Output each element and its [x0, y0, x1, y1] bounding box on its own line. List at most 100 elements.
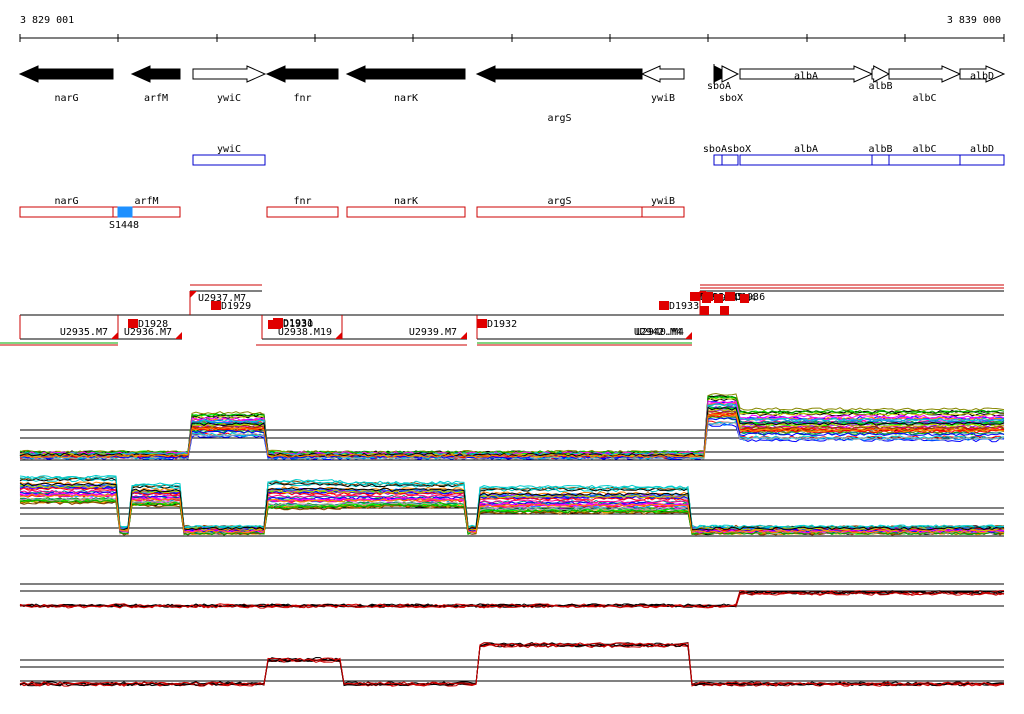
red-box-fnr: fnr — [266, 196, 339, 218]
segment-U2935.M7: U2935.M7 — [19, 315, 118, 340]
expression-panel-lower-strand-summary — [19, 641, 1005, 687]
d-marker-square — [211, 301, 221, 310]
gene-arrow-shape — [130, 65, 181, 83]
red-box-rect — [19, 206, 114, 218]
red-box-label: narG — [54, 196, 78, 207]
blue-box-label: albB — [868, 144, 892, 155]
expression-profile-line — [19, 644, 1005, 687]
gene-label-fnr: fnr — [293, 93, 311, 104]
red-annotation-track: narG arfM fnr narK argS ywiB S1448 — [19, 196, 685, 231]
d-marker-square-extra — [272, 320, 281, 329]
segment-marker — [335, 332, 342, 339]
segment-label-overlap: U2940.M4 — [636, 327, 684, 338]
gene-arrow-albA: albA — [739, 65, 874, 83]
d-marker-square — [128, 319, 138, 328]
blue-box-rect — [871, 154, 890, 166]
gene-arrow-shape — [192, 65, 267, 83]
d-marker-square-extra — [700, 306, 709, 315]
red-box-narG: narG — [19, 196, 114, 218]
segment-marker — [460, 332, 467, 339]
red-box-ywiB: ywiB — [641, 196, 685, 218]
segment-label: U2938.M19 — [278, 327, 332, 338]
expression-panel-upper-strand-multi — [19, 392, 1005, 461]
blue-box-label: albD — [970, 144, 994, 155]
d-marker-square — [690, 292, 700, 301]
segment-track: U2935.M7 U2936.M7 U2937.M7 U2938.M19 U2939.M… — [0, 284, 1004, 346]
gene-arrow-shape — [721, 65, 740, 83]
gene-label-narG: narG — [54, 93, 78, 104]
gene-arrows-track: narG arfM ywiC fnr narK argS ywiB sboAsboX albA a… — [18, 64, 1006, 124]
gene-arrow-ywiB: ywiB — [640, 65, 685, 104]
segment-label: U2936.M7 — [124, 327, 172, 338]
d-marker-square-extra — [720, 306, 729, 315]
blue-box-ywiC: ywiC — [192, 144, 266, 166]
gene-label-sboA: sboA — [707, 81, 731, 92]
gene-arrow-narK: narK — [345, 65, 466, 104]
expression-profile-line — [19, 643, 1005, 687]
gene-arrow-argS: argS — [475, 65, 643, 124]
blue-annotation-track: ywiC albA albB albC albD sboAsboX — [192, 144, 1005, 166]
red-box-rect — [266, 206, 339, 218]
expression-panel-upper-strand-summary — [19, 583, 1005, 609]
coordinate-ruler: 3 829 001 3 839 000 — [19, 15, 1005, 42]
red-box-narK: narK — [346, 196, 466, 218]
blue-box-rect — [739, 154, 873, 166]
segment-marker — [190, 291, 197, 298]
d-marker-label: D1929 — [221, 301, 251, 312]
d-marker-square — [659, 301, 669, 310]
red-box-rect — [476, 206, 643, 218]
d-marker-square — [725, 292, 735, 301]
gene-label-albA: albA — [794, 71, 818, 82]
gene-arrow-shape — [739, 65, 874, 83]
blue-box-albC: albC — [888, 144, 961, 166]
gene-arrow-ywiC: ywiC — [192, 65, 267, 104]
red-box-rect — [112, 206, 181, 218]
gene-label-ywiB: ywiB — [651, 93, 675, 104]
gene-arrow-shape — [959, 65, 1006, 83]
marker-s1448: S1448 — [109, 206, 139, 231]
expression-profile-line — [19, 417, 1005, 459]
expression-profile-line — [19, 493, 1005, 534]
blue-box-rect — [192, 154, 266, 166]
segment-label: U2937.M7 — [198, 293, 246, 304]
gene-label-albB: albB — [868, 81, 892, 92]
d-marker-D1929: D1929 — [211, 301, 251, 312]
gene-arrow-shape — [475, 65, 643, 83]
blue-box-sboX — [721, 154, 739, 166]
gene-arrow-narG: narG — [18, 65, 114, 104]
gene-arrow-fnr: fnr — [265, 65, 339, 104]
expression-profile-line — [19, 643, 1005, 687]
d-marker-label: D1932 — [487, 319, 517, 330]
blue-box-rect — [713, 154, 723, 166]
d-marker-D1936: D1936 — [725, 292, 765, 303]
red-box-arfM: arfM — [112, 196, 181, 218]
blue-box-albA: albA — [739, 144, 873, 166]
gene-label-arfM: arfM — [144, 93, 168, 104]
ruler-ticks — [19, 34, 1005, 42]
gene-label-argS: argS — [547, 113, 571, 124]
d-marker-square-extra — [740, 294, 749, 303]
gene-arrow-shape — [871, 65, 891, 83]
expression-panel-lower-strand-multi — [19, 474, 1005, 537]
blue-box-label: albC — [912, 144, 936, 155]
red-box-label: fnr — [293, 196, 311, 207]
ruler-end-label: 3 839 000 — [947, 15, 1001, 26]
blue-box-albD: albD — [959, 144, 1005, 166]
gene-label-ywiC: ywiC — [217, 93, 241, 104]
gene-arrow-sboX: sboX — [719, 65, 743, 104]
blue-box-rect — [888, 154, 961, 166]
d-marker-D1928: D1928 — [128, 319, 168, 330]
d-marker-label: D1931 — [283, 318, 313, 329]
expression-profile-line — [19, 499, 1005, 536]
blue-box-rect — [959, 154, 1005, 166]
red-box-argS: argS — [476, 196, 643, 218]
gene-arrow-albD: albD — [959, 65, 1006, 83]
gene-arrow-albC: albC — [888, 65, 962, 104]
gene-arrow-shape — [18, 65, 114, 83]
d-marker-square-extra — [702, 294, 711, 303]
d-marker-D1932: D1932 — [477, 319, 517, 330]
segment-U2938.M19: U2938.M19 — [261, 315, 342, 340]
gene-arrow-albB: albB — [868, 65, 893, 92]
segment-marker — [111, 332, 118, 339]
